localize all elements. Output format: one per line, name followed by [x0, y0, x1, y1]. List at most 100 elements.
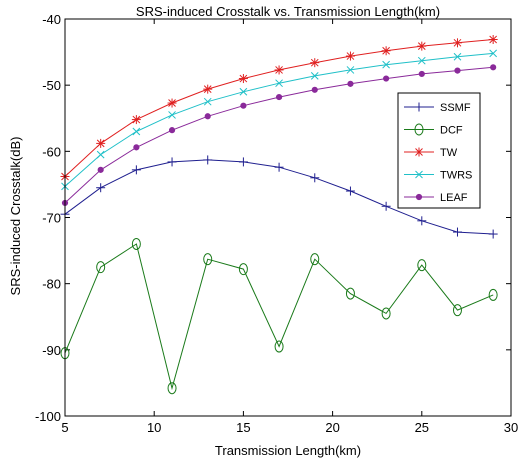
legend-item-leaf: LEAF: [404, 192, 468, 204]
data-point-leaf: [383, 75, 390, 82]
legend-item-tw: TW: [404, 147, 458, 159]
data-point-tw: [203, 84, 213, 94]
data-point-dcf: [345, 287, 355, 300]
legend-label: LEAF: [440, 192, 468, 204]
series-line-dcf: [64, 243, 494, 391]
legend-box: [397, 92, 481, 209]
x-axis-title: Transmission Length(km): [215, 443, 361, 458]
series-twrs: [61, 49, 498, 191]
x-tick-label: 15: [236, 420, 250, 435]
y-axis-title: SRS-induced Crosstalk(dB): [8, 137, 23, 296]
data-point-tw: [131, 115, 141, 125]
data-point-tw: [274, 65, 284, 75]
legend-label: TW: [440, 147, 458, 159]
y-tick-label: -60: [42, 144, 61, 159]
data-point-twrs: [168, 111, 176, 119]
data-point-leaf: [347, 80, 354, 87]
legend-item-twrs: TWRS: [404, 170, 472, 182]
series-dcf: [60, 237, 498, 395]
legend-marker: [414, 123, 424, 136]
legend-marker: [414, 147, 424, 157]
data-point-dcf: [452, 304, 462, 317]
data-point-leaf: [204, 113, 211, 120]
data-point-leaf: [133, 144, 140, 151]
data-point-twrs: [417, 56, 426, 65]
data-point-dcf: [96, 261, 106, 274]
plot-frame: [64, 18, 512, 417]
data-point-twrs: [453, 52, 462, 61]
data-point-twrs: [239, 87, 248, 96]
data-point-dcf: [167, 382, 177, 395]
x-tick-label: 10: [147, 420, 161, 435]
data-point-ssmf: [96, 183, 106, 193]
data-point-tw: [381, 46, 391, 56]
series-tw: [60, 35, 498, 181]
series-leaf: [61, 64, 497, 207]
data-point-twrs: [203, 97, 212, 106]
series-layer: [60, 35, 498, 395]
legend-label: SSMF: [440, 102, 471, 114]
data-point-leaf: [97, 166, 104, 173]
axes: 5 10 15 20 25 30 -40 -50 -60 -70 -80 -90 -100: [35, 12, 518, 435]
data-point-ssmf: [131, 165, 141, 175]
data-point-leaf: [490, 64, 497, 71]
y-tick-label: -70: [42, 211, 61, 226]
data-point-leaf: [454, 67, 461, 74]
x-tick-label: 5: [61, 420, 68, 435]
data-point-dcf: [488, 288, 498, 301]
series-ssmf: [60, 155, 498, 239]
data-point-twrs: [489, 49, 498, 58]
data-point-ssmf: [310, 173, 320, 183]
data-point-leaf: [418, 70, 425, 78]
data-point-dcf: [381, 307, 391, 320]
data-point-ssmf: [345, 186, 355, 196]
data-point-dcf: [310, 253, 320, 266]
data-point-dcf: [417, 259, 427, 272]
data-point-ssmf: [238, 157, 248, 167]
x-tick-label: 30: [504, 420, 518, 435]
legend-label: DCF: [440, 125, 463, 137]
data-point-leaf: [311, 86, 318, 93]
y-tick-label: -80: [42, 277, 61, 292]
legend-item-ssmf: SSMF: [404, 102, 471, 114]
data-point-twrs: [96, 150, 105, 159]
data-point-twrs: [310, 72, 319, 80]
data-point-dcf: [131, 237, 141, 250]
data-point-ssmf: [488, 229, 498, 239]
legend-marker: [415, 193, 423, 201]
y-tick-label: -40: [42, 12, 61, 27]
data-point-tw: [452, 38, 462, 48]
data-point-dcf: [274, 340, 284, 353]
legend-marker: [415, 170, 423, 179]
data-point-tw: [238, 74, 248, 84]
data-point-tw: [417, 41, 427, 51]
data-point-twrs: [275, 79, 283, 88]
data-point-leaf: [168, 127, 176, 134]
data-point-tw: [96, 138, 106, 148]
y-tick-label: -90: [42, 343, 61, 358]
data-point-leaf: [240, 102, 247, 109]
data-point-ssmf: [274, 162, 284, 172]
data-point-twrs: [382, 60, 390, 69]
legend-label: TWRS: [440, 170, 472, 182]
data-point-twrs: [132, 127, 141, 136]
data-point-twrs: [346, 66, 355, 74]
data-point-ssmf: [203, 155, 213, 165]
data-point-tw: [167, 98, 177, 108]
x-tick-label: 25: [415, 420, 429, 435]
data-point-dcf: [203, 253, 213, 266]
legend-items: SSMF DCF TW TWRS LEAF: [404, 102, 472, 204]
legend-item-dcf: DCF: [404, 123, 463, 137]
legend: SSMF DCF TW TWRS LEAF: [397, 92, 481, 209]
data-point-tw: [345, 51, 355, 61]
x-tick-label: 20: [325, 420, 339, 435]
data-point-tw: [310, 58, 320, 68]
data-point-leaf: [275, 93, 283, 101]
legend-marker: [414, 102, 424, 112]
data-point-ssmf: [452, 227, 462, 237]
y-tick-label: -100: [35, 409, 61, 424]
data-point-ssmf: [167, 157, 177, 167]
data-point-tw: [488, 35, 498, 45]
